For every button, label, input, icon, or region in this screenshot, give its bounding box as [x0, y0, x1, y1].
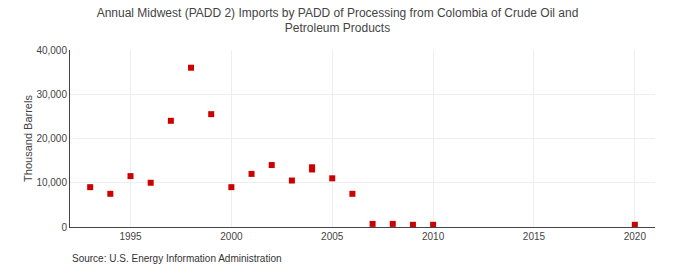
svg-text:Source: U.S. Energy Informatio: Source: U.S. Energy Information Administ… [72, 253, 282, 264]
svg-text:2000: 2000 [220, 231, 243, 242]
svg-text:2015: 2015 [523, 231, 546, 242]
svg-text:10,000: 10,000 [36, 177, 67, 188]
svg-text:1995: 1995 [119, 231, 142, 242]
svg-text:Thousand Barrels: Thousand Barrels [22, 95, 34, 182]
svg-text:30,000: 30,000 [36, 89, 67, 100]
svg-text:20,000: 20,000 [36, 133, 67, 144]
svg-text:Annual Midwest (PADD 2) Import: Annual Midwest (PADD 2) Imports by PADD … [97, 6, 579, 36]
svg-text:0: 0 [61, 222, 67, 233]
svg-text:2020: 2020 [624, 231, 647, 242]
svg-text:2005: 2005 [321, 231, 344, 242]
svg-text:2010: 2010 [422, 231, 445, 242]
svg-text:40,000: 40,000 [36, 45, 67, 56]
